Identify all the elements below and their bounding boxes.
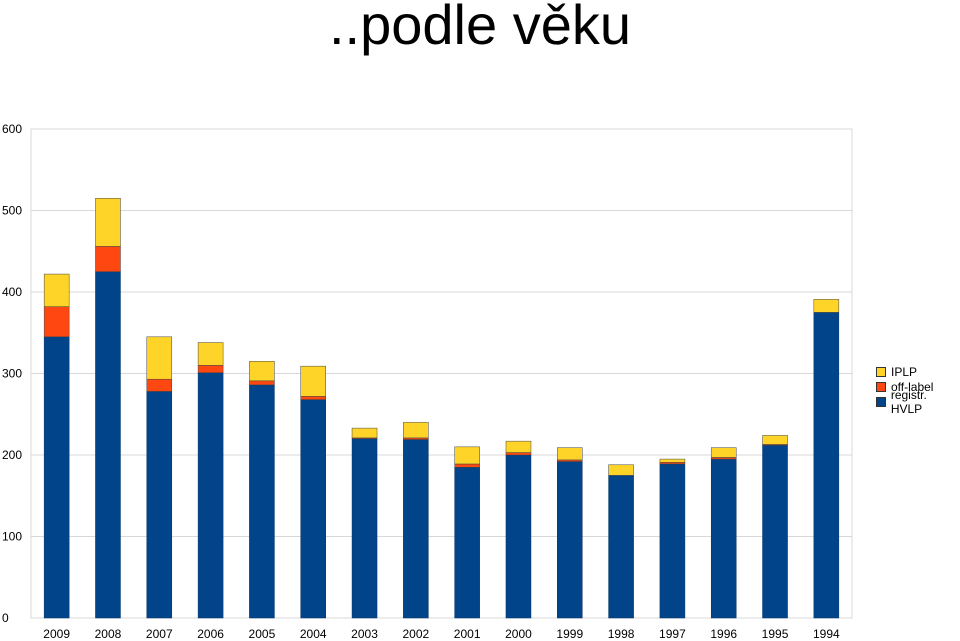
legend-item-registr-hvlp: registr. HVLP — [876, 388, 960, 416]
x-tick-label: 1995 — [762, 627, 789, 641]
bar-segment-iplp-1999 — [557, 447, 583, 461]
legend-swatch-registr-hvlp — [876, 396, 886, 407]
bar-segment-iplp-2003 — [351, 427, 378, 439]
legend-swatch-iplp — [876, 366, 886, 377]
y-tick-label: 100 — [2, 530, 22, 544]
bar-segment-registr-hvlp-2006 — [197, 372, 224, 619]
y-tick-label: 400 — [2, 285, 22, 299]
x-tick-label: 2001 — [454, 627, 481, 641]
bar-segment-registr-hvlp-2005 — [249, 384, 275, 619]
bar-segment-registr-hvlp-1999 — [557, 461, 583, 619]
x-tick-label: 2003 — [351, 627, 378, 641]
x-tick-label: 1999 — [556, 627, 583, 641]
legend-label-off-label: off-label — [891, 379, 934, 394]
bar-segment-iplp-2000 — [505, 440, 532, 453]
y-tick-label: 200 — [2, 448, 22, 462]
bar-segment-iplp-2007 — [146, 336, 173, 380]
bar-segment-iplp-2001 — [454, 446, 480, 465]
legend-swatch-off-label — [876, 381, 886, 392]
x-tick-label: 2002 — [402, 627, 429, 641]
bar-segment-iplp-1995 — [762, 435, 788, 445]
bar-segment-registr-hvlp-1995 — [762, 444, 788, 619]
x-tick-label: 1994 — [813, 627, 840, 641]
bar-segment-registr-hvlp-2001 — [454, 466, 480, 619]
bar-segment-iplp-2008 — [95, 198, 121, 247]
legend-item-off-label: off-label — [876, 379, 960, 394]
bar-segment-iplp-2005 — [249, 361, 275, 382]
y-tick-label: 600 — [2, 122, 22, 136]
y-tick-label: 300 — [2, 367, 22, 381]
bar-segment-off-label-2009 — [43, 306, 70, 338]
bar-segment-registr-hvlp-2004 — [300, 399, 326, 619]
bar-segment-off-label-2001 — [454, 463, 480, 468]
bar-segment-off-label-2006 — [197, 365, 224, 373]
legend: IPLP off-label registr. HVLP — [876, 364, 960, 416]
bar-segment-registr-hvlp-2000 — [505, 454, 532, 619]
x-tick-label: 1998 — [608, 627, 635, 641]
chart-title: ..podle věku — [329, 0, 631, 56]
bar-segment-registr-hvlp-1996 — [710, 458, 737, 619]
bar-segment-off-label-2007 — [146, 378, 173, 392]
x-tick-label: 2007 — [146, 627, 173, 641]
x-tick-label: 2005 — [249, 627, 276, 641]
bar-segment-iplp-2009 — [43, 273, 70, 307]
bar-segment-registr-hvlp-1994 — [813, 312, 840, 619]
y-tick-label: 0 — [2, 611, 9, 625]
bar-segment-iplp-2002 — [403, 422, 429, 439]
x-tick-label: 1996 — [710, 627, 737, 641]
bar-segment-iplp-1996 — [710, 447, 737, 458]
bar-segment-off-label-2008 — [95, 246, 121, 272]
bar-segment-iplp-2006 — [197, 342, 224, 366]
bar-segment-registr-hvlp-2003 — [351, 438, 378, 619]
bar-segment-iplp-1997 — [659, 458, 686, 463]
bar-segment-registr-hvlp-1997 — [659, 463, 686, 619]
bar-segment-iplp-2004 — [300, 365, 326, 397]
x-tick-label: 2009 — [43, 627, 70, 641]
bar-segment-off-label-2004 — [300, 396, 326, 400]
legend-item-iplp: IPLP — [876, 364, 960, 379]
x-tick-label: 2004 — [300, 627, 327, 641]
x-tick-label: 1997 — [659, 627, 686, 641]
legend-label-iplp: IPLP — [891, 364, 918, 379]
x-tick-label: 2006 — [197, 627, 224, 641]
bar-segment-iplp-1998 — [608, 464, 634, 476]
legend-label-registr-hvlp: registr. HVLP — [890, 387, 927, 416]
bar-segment-registr-hvlp-2008 — [95, 271, 121, 619]
bar-segment-iplp-1994 — [813, 299, 840, 313]
bar-segment-registr-hvlp-1998 — [608, 475, 634, 619]
bar-segment-registr-hvlp-2007 — [146, 391, 173, 619]
bar-segment-off-label-2000 — [505, 452, 532, 456]
bar-segment-registr-hvlp-2002 — [403, 439, 429, 619]
x-tick-label: 2000 — [505, 627, 532, 641]
bar-segment-registr-hvlp-2009 — [43, 336, 70, 619]
bar-segment-off-label-2005 — [249, 380, 275, 386]
x-tick-label: 2008 — [95, 627, 122, 641]
y-tick-label: 500 — [2, 204, 22, 218]
